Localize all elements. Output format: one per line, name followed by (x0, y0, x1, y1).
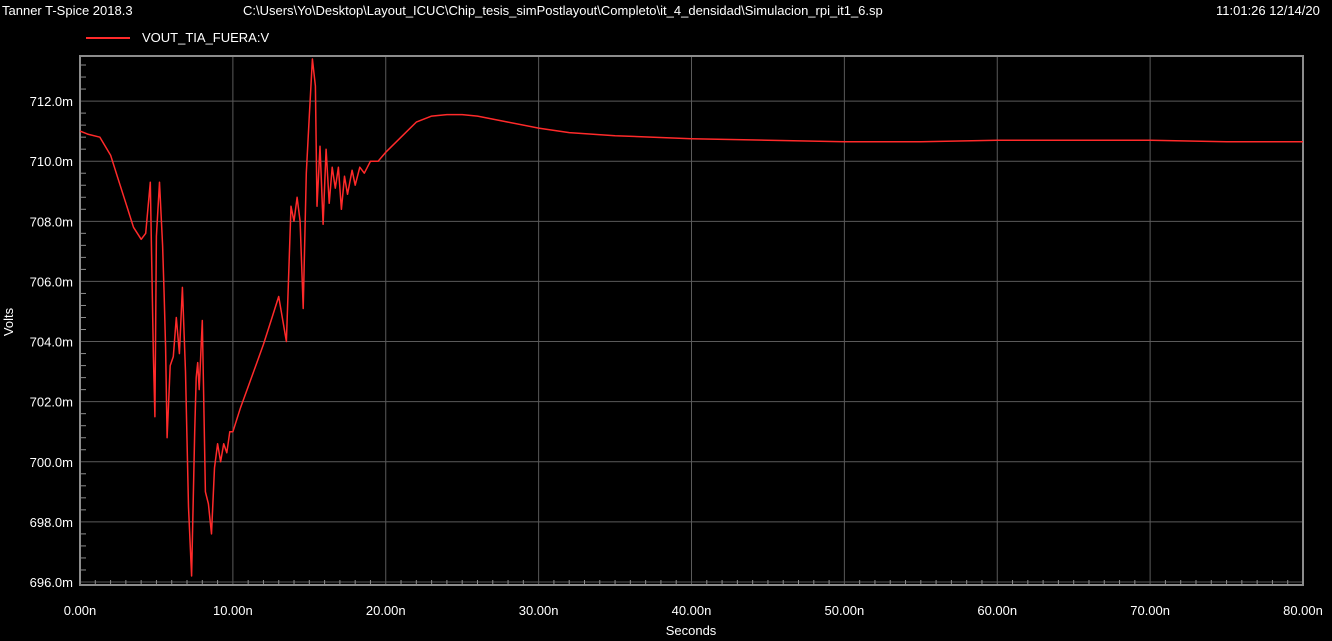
y-tick-label: 708.0m (30, 214, 73, 229)
x-tick-labels: 0.00n 10.00n 20.00n 30.00n 40.00n 50.00n 60.00… (64, 603, 1323, 618)
series-line-vout[interactable] (79, 58, 1303, 577)
y-tick-label: 712.0m (30, 94, 73, 109)
y-tick-label: 700.0m (30, 455, 73, 470)
y-axis-label: Volts (1, 307, 16, 336)
y-tick-label: 698.0m (30, 515, 73, 530)
y-tick-labels: 696.0m 698.0m 700.0m 702.0m 704.0m 706.0m 708.… (30, 94, 73, 590)
x-tick-label: 30.00n (519, 603, 559, 618)
x-tick-label: 40.00n (672, 603, 712, 618)
legend-label: VOUT_TIA_FUERA:V (142, 30, 269, 45)
timestamp: 11:01:26 12/14/20 (1216, 3, 1320, 18)
minor-ticks (80, 64, 1289, 585)
y-tick-label: 706.0m (30, 274, 73, 289)
x-tick-label: 0.00n (64, 603, 97, 618)
y-tick-label: 710.0m (30, 154, 73, 169)
x-axis-label: Seconds (666, 623, 717, 638)
x-tick-label: 20.00n (366, 603, 406, 618)
x-tick-label: 10.00n (213, 603, 253, 618)
y-tick-label: 702.0m (30, 395, 73, 410)
x-tick-label: 60.00n (977, 603, 1017, 618)
y-tick-label: 696.0m (30, 575, 73, 590)
file-path: C:\Users\Yo\Desktop\Layout_ICUC\Chip_tes… (243, 3, 883, 18)
x-tick-label: 80.00n (1283, 603, 1323, 618)
y-tick-label: 704.0m (30, 335, 73, 350)
grid-lines (80, 56, 1303, 585)
app-title: Tanner T-Spice 2018.3 (2, 3, 133, 18)
x-tick-label: 50.00n (824, 603, 864, 618)
x-tick-label: 70.00n (1130, 603, 1170, 618)
plot-frame (79, 55, 1304, 586)
